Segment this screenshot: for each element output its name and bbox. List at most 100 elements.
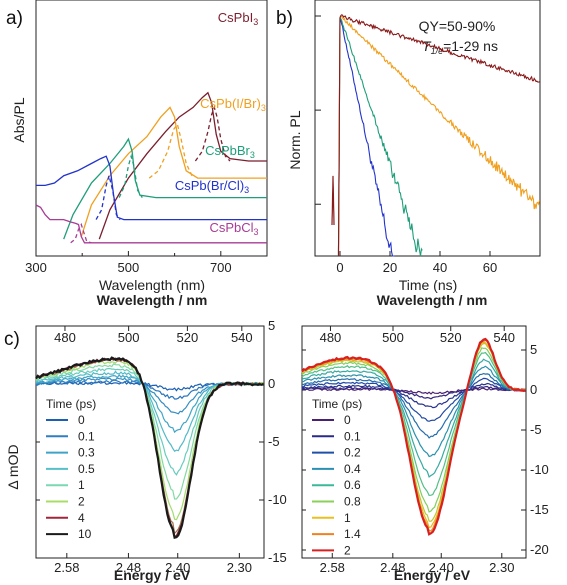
y-tick-label: -15 bbox=[530, 502, 549, 517]
decay-curve bbox=[337, 16, 541, 256]
series-label: CsPb(Br/Cl)3 bbox=[175, 178, 249, 195]
energy-tick-label: 2.58 bbox=[320, 560, 345, 575]
series-label: CsPbBr3 bbox=[205, 143, 255, 160]
pl-curve bbox=[95, 173, 121, 220]
energy-tick-label: 2.40 bbox=[429, 560, 454, 575]
panel-b-xtick-label: 60 bbox=[483, 260, 497, 275]
decay-curve bbox=[337, 17, 395, 257]
panel-b-frame bbox=[314, 0, 541, 257]
legend-title: Time (ps) bbox=[46, 397, 96, 411]
absorption-curve bbox=[80, 106, 267, 237]
wavelength-tick-label: 500 bbox=[382, 330, 404, 345]
tau-value: =1-29 ns bbox=[443, 38, 498, 54]
y-tick-label: -10 bbox=[268, 492, 287, 507]
legend-entry: 2 bbox=[344, 543, 351, 557]
panel-c-label: c) bbox=[4, 329, 20, 350]
panel-a-xtick-label: 700 bbox=[210, 260, 232, 275]
energy-tick-label: 2.30 bbox=[489, 560, 514, 575]
y-tick-label: 0 bbox=[530, 382, 537, 397]
pl-curve bbox=[118, 153, 143, 198]
panel-c-left-frame bbox=[35, 325, 265, 559]
decay-curve bbox=[337, 16, 423, 257]
panel-c-left-legend: Time (ps) 0 0.1 0.3 0.5 1 2 4 10 bbox=[46, 397, 96, 541]
series-label: CsPbI3 bbox=[218, 10, 258, 27]
tau-subscript: 1/e bbox=[431, 46, 444, 56]
energy-tick-label: 2.30 bbox=[227, 560, 252, 575]
y-tick-label: 5 bbox=[268, 318, 275, 333]
panel-c: c) Wavelength / nm Wavelength / nm Δ mOD… bbox=[4, 292, 549, 583]
transient-spectrum bbox=[301, 372, 526, 439]
legend-entry: 0 bbox=[344, 413, 351, 427]
panel-c-ylabel: Δ mOD bbox=[5, 444, 21, 489]
y-tick-label: -20 bbox=[530, 542, 549, 557]
legend-entry: 1 bbox=[344, 511, 351, 525]
energy-tick-label: 2.40 bbox=[165, 560, 190, 575]
transient-spectrum bbox=[301, 337, 526, 536]
transient-spectrum bbox=[301, 382, 526, 409]
panel-c-right-xlabel: Energy / eV bbox=[394, 567, 471, 583]
transient-spectrum bbox=[301, 365, 526, 458]
y-tick-label: 5 bbox=[530, 342, 537, 357]
transient-spectrum bbox=[301, 387, 526, 395]
transient-spectrum bbox=[301, 385, 526, 400]
transient-spectrum bbox=[301, 377, 526, 422]
pl-curve bbox=[70, 222, 92, 244]
wavelength-tick-label: 520 bbox=[440, 330, 462, 345]
transient-spectrum bbox=[301, 358, 526, 478]
legend-entry: 4 bbox=[78, 511, 85, 525]
panel-b-xtick-label: 40 bbox=[433, 260, 447, 275]
legend-entry: 0.4 bbox=[344, 462, 361, 476]
panel-a: a) Abs/PL Wavelength (nm) 300 500 700 CsPb… bbox=[6, 0, 268, 293]
wavelength-tick-label: 540 bbox=[231, 330, 253, 345]
series-label: CsPbCl3 bbox=[209, 220, 258, 237]
panel-c-left-ticks: 2.58 2.48 2.40 2.30 480 500 520 540 5 0 -5 -10 -15 bbox=[36, 318, 287, 575]
pl-curve bbox=[194, 105, 231, 162]
panel-c-right-frame bbox=[301, 325, 527, 559]
legend-entry: 1 bbox=[78, 478, 85, 492]
wavelength-tick-label: 520 bbox=[177, 330, 199, 345]
legend-entry: 0.2 bbox=[344, 446, 361, 460]
pl-curve bbox=[148, 122, 194, 179]
wavelength-tick-label: 500 bbox=[118, 330, 140, 345]
legend-entry: 0.5 bbox=[78, 462, 95, 476]
transient-spectrum bbox=[301, 341, 526, 529]
panel-a-label: a) bbox=[6, 8, 23, 29]
panel-b: b) Norm. PL Time (ns) QY=50-90% T1/e=1-2… bbox=[276, 0, 541, 293]
y-tick-label: -5 bbox=[530, 422, 542, 437]
panel-a-ticks: 300 500 700 bbox=[25, 251, 232, 275]
absorption-curve bbox=[63, 137, 267, 240]
energy-tick-label: 2.48 bbox=[380, 560, 405, 575]
y-tick-label: -10 bbox=[530, 462, 549, 477]
decay-curve bbox=[337, 14, 540, 256]
panel-a-series-labels: CsPbI3 CsPb(I/Br)3 CsPbBr3 CsPb(Br/Cl)3 CsPb… bbox=[175, 10, 266, 237]
y-tick-label: -5 bbox=[268, 434, 280, 449]
transient-spectrum bbox=[35, 356, 264, 540]
panel-c-left-curves bbox=[35, 356, 264, 540]
panel-b-xlabel: Time (ns) bbox=[399, 277, 458, 293]
legend-entry: 0.3 bbox=[78, 446, 95, 460]
legend-entry: 1.4 bbox=[344, 527, 361, 541]
transient-spectrum bbox=[301, 339, 526, 532]
legend-entry: 10 bbox=[78, 527, 92, 541]
wavelength-tick-label: 540 bbox=[493, 330, 515, 345]
transient-spectrum bbox=[301, 338, 526, 535]
energy-tick-label: 2.58 bbox=[54, 560, 79, 575]
panel-b-curves bbox=[331, 14, 541, 257]
panel-c-left-xlabel: Energy / eV bbox=[114, 567, 191, 583]
transient-spectrum bbox=[301, 347, 526, 513]
y-tick-label: -15 bbox=[268, 550, 287, 565]
legend-entry: 0 bbox=[78, 413, 85, 427]
legend-entry: 0.6 bbox=[344, 478, 361, 492]
absorption-curve bbox=[98, 91, 267, 240]
wavelength-tick-label: 480 bbox=[320, 330, 342, 345]
panel-c-right-top-xlabel: Wavelength / nm bbox=[377, 292, 488, 308]
legend-entry: 0.8 bbox=[344, 495, 361, 509]
panel-b-xtick-label: 20 bbox=[383, 260, 397, 275]
panel-b-ylabel: Norm. PL bbox=[287, 110, 303, 169]
panel-a-curves bbox=[35, 91, 267, 244]
panel-c-right-curves bbox=[301, 337, 526, 536]
panel-a-ylabel: Abs/PL bbox=[11, 97, 27, 142]
absorption-curve bbox=[36, 155, 267, 221]
legend-entry: 2 bbox=[78, 495, 85, 509]
